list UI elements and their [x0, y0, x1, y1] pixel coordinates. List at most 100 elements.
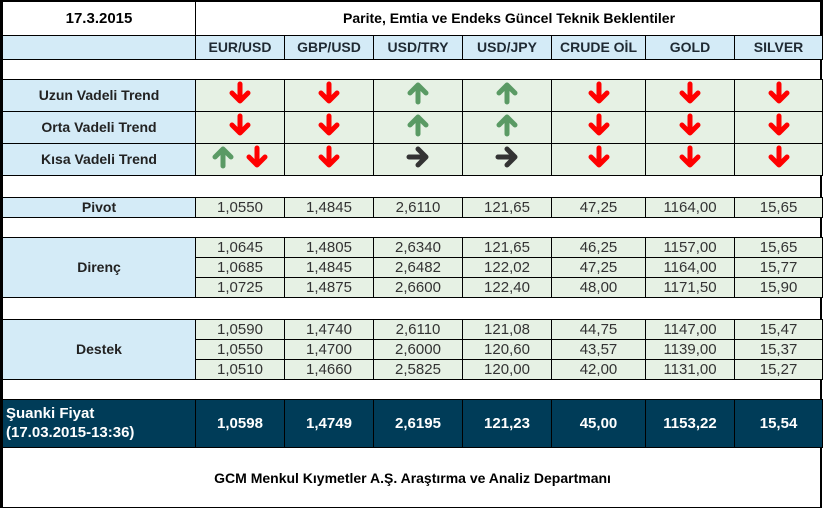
support-value: 42,00 — [551, 358, 646, 380]
column-header-blank — [2, 34, 196, 60]
resistance-value: 47,25 — [551, 256, 646, 278]
resistance-value: 1157,00 — [645, 236, 735, 258]
column-header-usdjpy: USD/JPY — [462, 34, 552, 60]
trend-cell — [733, 110, 824, 144]
spacer-row — [3, 217, 823, 237]
title-row: 17.3.2015 Parite, Emtia ve Endeks Güncel… — [2, 0, 824, 36]
right-arrow-icon — [495, 145, 519, 174]
pivot-value: 1164,00 — [645, 196, 735, 218]
down-arrow-icon — [587, 145, 611, 174]
support-value: 1,4660 — [284, 358, 374, 380]
spacer-row — [3, 297, 823, 319]
trend-label-medium: Orta Vadeli Trend — [2, 110, 196, 144]
resistance-value: 1,0645 — [195, 236, 285, 258]
support-value: 120,60 — [462, 338, 552, 360]
up-arrow-icon — [406, 113, 430, 142]
down-arrow-icon — [678, 145, 702, 174]
support-value: 44,75 — [551, 318, 646, 340]
support-row-1: Destek 1,0590 1,4740 2,6110 121,08 44,75… — [2, 318, 824, 380]
down-arrow-icon — [587, 113, 611, 142]
trend-cell — [645, 78, 735, 112]
down-arrow-icon — [317, 113, 341, 142]
right-arrow-icon — [406, 145, 430, 174]
support-value: 2,5825 — [373, 358, 463, 380]
trend-row-short: Kısa Vadeli Trend — [2, 142, 824, 176]
resistance-value: 121,65 — [462, 236, 552, 258]
trend-row-medium: Orta Vadeli Trend — [2, 110, 824, 144]
trend-cell — [195, 142, 285, 176]
trend-cell — [551, 142, 646, 176]
down-arrow-icon — [767, 145, 791, 174]
support-value: 1,4740 — [284, 318, 374, 340]
up-arrow-icon — [495, 81, 519, 110]
down-arrow-icon — [587, 81, 611, 110]
current-price-row: Şuanki Fiyat (17.03.2015-13:36) 1,0598 1… — [2, 398, 824, 448]
spacer — [3, 175, 823, 197]
current-price-value: 2,6195 — [373, 398, 463, 448]
pivot-value: 15,65 — [733, 196, 824, 218]
spacer-row — [3, 379, 823, 399]
resistance-value: 2,6482 — [373, 256, 463, 278]
spacer-row — [3, 175, 823, 197]
down-arrow-icon — [228, 81, 252, 110]
support-value: 15,37 — [733, 338, 824, 360]
support-row-2: 1,0550 1,4700 2,6000 120,60 43,57 1139,0… — [3, 338, 824, 360]
current-price-value: 15,54 — [733, 398, 824, 448]
spacer — [3, 59, 823, 79]
spacer — [3, 297, 823, 319]
resistance-row-3: 1,0725 1,4875 2,6600 122,40 48,00 1171,5… — [3, 276, 824, 298]
support-value: 1,0550 — [195, 338, 285, 360]
support-value: 1147,00 — [645, 318, 735, 340]
spacer — [3, 217, 823, 237]
support-value: 2,6000 — [373, 338, 463, 360]
resistance-value: 2,6600 — [373, 276, 463, 298]
down-arrow-icon — [228, 113, 252, 142]
column-header-gold: GOLD — [645, 34, 735, 60]
support-value: 15,27 — [733, 358, 824, 380]
report-title: Parite, Emtia ve Endeks Güncel Teknik Be… — [194, 0, 824, 36]
trend-cell — [195, 110, 285, 144]
footer-credit: GCM Menkul Kıymetler A.Ş. Araştırma ve A… — [214, 469, 611, 486]
resistance-value: 1,4805 — [284, 236, 374, 258]
down-arrow-icon — [767, 81, 791, 110]
report-date: 17.3.2015 — [2, 0, 196, 36]
support-value: 121,08 — [462, 318, 552, 340]
support-value: 15,47 — [733, 318, 824, 340]
column-header-eurusd: EUR/USD — [195, 34, 285, 60]
support-value: 1131,00 — [645, 358, 735, 380]
down-arrow-icon — [245, 145, 269, 174]
column-header-crude-oil: CRUDE OİL — [551, 34, 646, 60]
trend-cell — [645, 142, 735, 176]
support-value: 1139,00 — [645, 338, 735, 360]
current-price-value: 1,0598 — [195, 398, 285, 448]
support-value: 2,6110 — [373, 318, 463, 340]
pivot-row: Pivot 1,0550 1,4845 2,6110 121,65 47,25 … — [2, 196, 824, 218]
trend-cell — [284, 78, 374, 112]
support-row-3: 1,0510 1,4660 2,5825 120,00 42,00 1131,0… — [3, 358, 824, 380]
support-value: 1,0590 — [195, 318, 285, 340]
trend-cell — [373, 142, 463, 176]
up-arrow-icon — [211, 145, 235, 174]
pivot-value: 2,6110 — [373, 196, 463, 218]
support-value: 120,00 — [462, 358, 552, 380]
current-price-timestamp: (17.03.2015-13:36) — [6, 424, 135, 441]
current-price-label: Şuanki Fiyat (17.03.2015-13:36) — [2, 398, 196, 448]
support-value: 1,0510 — [195, 358, 285, 380]
trend-label-long: Uzun Vadeli Trend — [2, 78, 196, 112]
column-header-silver: SILVER — [733, 34, 824, 60]
support-value: 1,4700 — [284, 338, 374, 360]
current-price-value: 121,23 — [462, 398, 552, 448]
trend-cell — [195, 78, 285, 112]
resistance-value: 122,40 — [462, 276, 552, 298]
trend-cell — [373, 110, 463, 144]
trend-cell — [284, 142, 374, 176]
column-header-usdtry: USD/TRY — [373, 34, 463, 60]
trend-cell — [733, 142, 824, 176]
resistance-row-2: 1,0685 1,4845 2,6482 122,02 47,25 1164,0… — [3, 256, 824, 278]
footer-row: GCM Menkul Kıymetler A.Ş. Araştırma ve A… — [3, 447, 823, 508]
pivot-value: 47,25 — [551, 196, 646, 218]
resistance-value: 15,65 — [733, 236, 824, 258]
resistance-value: 122,02 — [462, 256, 552, 278]
current-price-value: 1153,22 — [645, 398, 735, 448]
